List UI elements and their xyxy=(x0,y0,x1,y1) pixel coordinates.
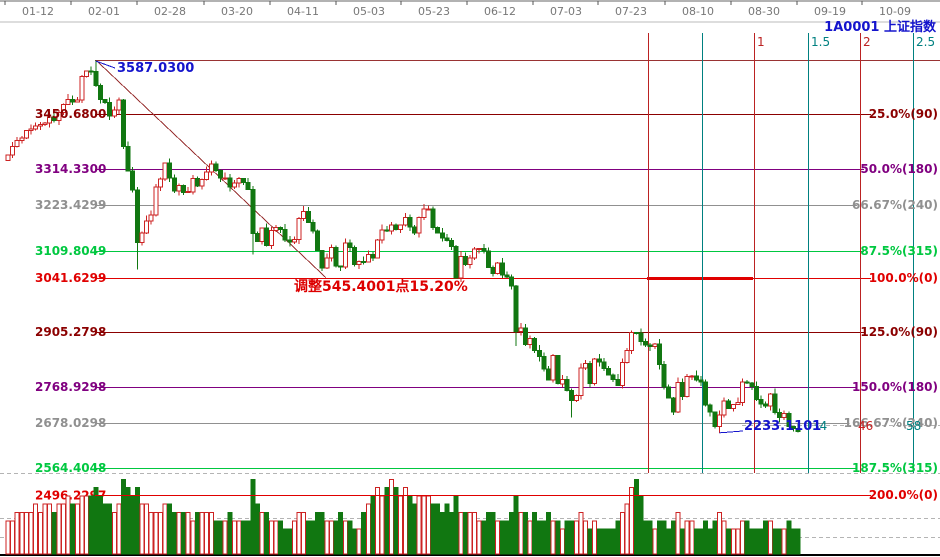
date-tick-label: 10-09 xyxy=(879,5,911,18)
gann-vertical-label: 2 xyxy=(863,35,871,49)
date-tick-label: 08-30 xyxy=(748,5,780,18)
date-tick-label: 05-23 xyxy=(418,5,450,18)
gann-count-label: 58 xyxy=(906,419,921,433)
date-tick-label: 07-23 xyxy=(615,5,647,18)
fib-percent-label: 100.0%(0) xyxy=(869,271,938,285)
date-tick-label: 04-11 xyxy=(287,5,319,18)
date-tick-label: 06-12 xyxy=(484,5,516,18)
low-annotation: 2233.1101 xyxy=(744,419,822,434)
date-tick-label: 05-03 xyxy=(353,5,385,18)
fib-percent-label: 87.5%(315) xyxy=(860,244,938,258)
date-tick-label: 02-28 xyxy=(154,5,186,18)
fib-percent-label: 50.0%(180) xyxy=(860,162,938,176)
date-tick-label: 09-19 xyxy=(814,5,846,18)
fib-percent-label: 125.0%(90) xyxy=(860,325,938,339)
date-tick-label: 07-03 xyxy=(550,5,582,18)
price-level-label: 3041.6299 xyxy=(35,271,106,285)
fib-percent-label: 25.0%(90) xyxy=(869,107,938,121)
candlesticks xyxy=(5,60,801,433)
gann-vertical-label: 1 xyxy=(757,35,765,49)
price-level-label: 2678.0298 xyxy=(35,416,106,430)
high-annotation: 3587.0300 xyxy=(117,61,195,76)
date-tick-label: 03-20 xyxy=(221,5,253,18)
price-level-label: 3109.8049 xyxy=(35,244,106,258)
date-tick-label: 01-12 xyxy=(22,5,54,18)
gann-count-label: 34 xyxy=(812,419,827,433)
date-tick-label: 08-10 xyxy=(682,5,714,18)
volume-bars xyxy=(5,478,801,555)
fib-percent-label: 150.0%(180) xyxy=(852,380,938,394)
fib-percent-label: 200.0%(0) xyxy=(869,488,938,502)
price-level-label: 3450.6800 xyxy=(35,107,106,121)
price-level-label: 2905.2798 xyxy=(35,325,106,339)
symbol-title: 1A0001 上证指数 xyxy=(824,20,936,35)
price-level-label: 2768.9298 xyxy=(35,380,106,394)
price-level-label: 3314.3300 xyxy=(35,162,106,176)
price-level-label: 2564.4048 xyxy=(35,461,106,475)
fib-percent-label: 187.5%(315) xyxy=(852,461,938,475)
gann-vertical-label: 2.5 xyxy=(916,35,935,49)
date-tick-label: 02-01 xyxy=(88,5,120,18)
gann-count-label: 46 xyxy=(858,419,873,433)
low-annotation-pointer xyxy=(719,430,744,434)
fib-percent-label: 166.67%(240) xyxy=(844,416,938,430)
fib-percent-label: 66.67%(240) xyxy=(852,198,938,212)
gann-vertical-label: 1.5 xyxy=(811,35,830,49)
price-level-label: 3223.4299 xyxy=(35,198,106,212)
date-axis: 01-12 02-01 02-28 03-20 04-11 05-03 05-23 06-12… xyxy=(0,0,940,22)
retrace-annotation: 调整545.4001点15.20% xyxy=(294,279,468,295)
high-annotation-pointer xyxy=(95,60,116,69)
